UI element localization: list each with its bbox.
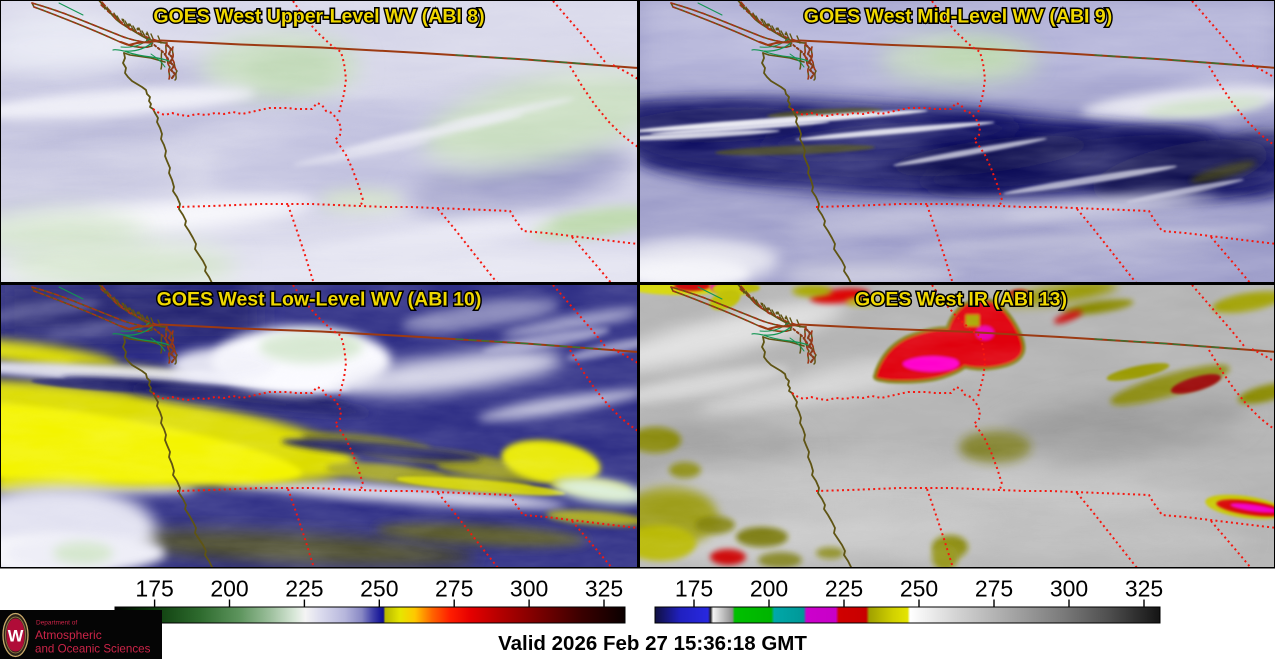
svg-text:300: 300 xyxy=(1050,576,1088,602)
svg-text:250: 250 xyxy=(360,576,398,602)
svg-text:275: 275 xyxy=(435,576,473,602)
svg-text:GOES West Upper-Level WV (ABI: GOES West Upper-Level WV (ABI 8) xyxy=(153,6,484,28)
svg-text:175: 175 xyxy=(675,576,713,602)
svg-text:300: 300 xyxy=(510,576,548,602)
svg-text:Valid 2026 Feb 27 15:36:18 GMT: Valid 2026 Feb 27 15:36:18 GMT xyxy=(498,632,807,655)
svg-text:275: 275 xyxy=(975,576,1013,602)
svg-text:200: 200 xyxy=(750,576,788,602)
svg-text:GOES West Mid-Level WV (ABI 9): GOES West Mid-Level WV (ABI 9) xyxy=(804,6,1112,28)
svg-text:225: 225 xyxy=(825,576,863,602)
svg-text:Department of: Department of xyxy=(36,620,77,627)
svg-text:250: 250 xyxy=(900,576,938,602)
svg-text:175: 175 xyxy=(135,576,173,602)
svg-text:325: 325 xyxy=(1125,576,1163,602)
svg-text:Atmospheric: Atmospheric xyxy=(35,628,102,642)
svg-text:200: 200 xyxy=(210,576,248,602)
svg-text:W: W xyxy=(8,628,24,646)
svg-text:GOES West IR (ABI 13): GOES West IR (ABI 13) xyxy=(855,289,1067,311)
svg-text:GOES West Low-Level WV (ABI 10: GOES West Low-Level WV (ABI 10) xyxy=(157,289,482,311)
svg-text:325: 325 xyxy=(585,576,623,602)
svg-text:and Oceanic Sciences: and Oceanic Sciences xyxy=(35,643,151,656)
svg-text:225: 225 xyxy=(285,576,323,602)
